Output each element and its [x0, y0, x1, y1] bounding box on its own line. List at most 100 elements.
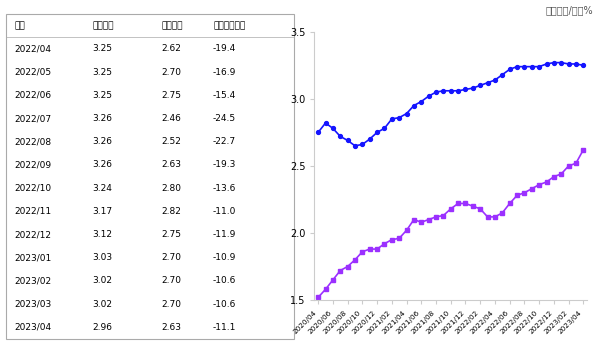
- 国内价格: [484, 80, 491, 85]
- 国内价格: [573, 62, 580, 66]
- Text: 2022/10: 2022/10: [14, 184, 52, 193]
- 国际价格: [558, 172, 565, 176]
- Text: 2022/07: 2022/07: [14, 114, 52, 123]
- 国内价格: [425, 94, 432, 98]
- Text: 3.02: 3.02: [92, 276, 112, 286]
- Text: 3.24: 3.24: [92, 184, 112, 193]
- Text: 3.25: 3.25: [92, 44, 112, 53]
- 国内价格: [359, 142, 366, 146]
- Text: 月份: 月份: [14, 21, 25, 30]
- Text: 2.75: 2.75: [161, 230, 181, 239]
- 国际价格: [565, 164, 572, 168]
- Text: 2.75: 2.75: [161, 91, 181, 100]
- Text: 3.12: 3.12: [92, 230, 112, 239]
- 国际价格: [425, 217, 432, 222]
- Text: 3.25: 3.25: [92, 68, 112, 77]
- 国内价格: [366, 137, 373, 141]
- 国内价格: [477, 83, 484, 88]
- Text: -11.0: -11.0: [213, 207, 237, 216]
- Text: 3.03: 3.03: [92, 253, 113, 262]
- Text: 2022/08: 2022/08: [14, 137, 52, 146]
- 国内价格: [410, 103, 418, 108]
- Text: 2.96: 2.96: [92, 323, 112, 332]
- 国际价格: [447, 207, 455, 211]
- Text: 2.52: 2.52: [161, 137, 181, 146]
- Text: 2023/04: 2023/04: [14, 323, 52, 332]
- Text: 3.26: 3.26: [92, 161, 112, 169]
- Text: -10.6: -10.6: [213, 300, 237, 309]
- 国际价格: [352, 258, 359, 262]
- 国际价格: [337, 268, 344, 273]
- 国内价格: [499, 73, 506, 77]
- 国内价格: [440, 89, 447, 93]
- 国际价格: [484, 215, 491, 219]
- 国际价格: [462, 201, 469, 205]
- 国际价格: [388, 238, 395, 242]
- 国内价格: [352, 144, 359, 148]
- 国内价格: [395, 115, 403, 120]
- 国际价格: [410, 217, 418, 222]
- Text: -19.4: -19.4: [213, 44, 236, 53]
- 国内价格: [447, 89, 455, 93]
- Text: 2.70: 2.70: [161, 253, 181, 262]
- 国际价格: [440, 214, 447, 218]
- Line: 国际价格: 国际价格: [316, 148, 585, 299]
- 国内价格: [536, 65, 543, 69]
- Line: 国内价格: 国内价格: [316, 61, 585, 148]
- Text: 2022/09: 2022/09: [14, 161, 52, 169]
- Text: 2022/06: 2022/06: [14, 91, 52, 100]
- Text: -24.5: -24.5: [213, 114, 236, 123]
- Text: -11.9: -11.9: [213, 230, 237, 239]
- 国际价格: [314, 295, 322, 299]
- Text: 2.70: 2.70: [161, 300, 181, 309]
- 国内价格: [513, 65, 521, 69]
- Text: 2022/04: 2022/04: [14, 44, 52, 53]
- Text: 2023/01: 2023/01: [14, 253, 52, 262]
- Text: 3.25: 3.25: [92, 91, 112, 100]
- Text: 2022/05: 2022/05: [14, 68, 52, 77]
- 国际价格: [521, 191, 528, 195]
- Text: 2.70: 2.70: [161, 276, 181, 286]
- Text: 2.80: 2.80: [161, 184, 181, 193]
- 国际价格: [344, 264, 351, 269]
- 国际价格: [536, 183, 543, 187]
- 国内价格: [565, 62, 572, 66]
- Text: -13.6: -13.6: [213, 184, 237, 193]
- 国内价格: [491, 78, 498, 82]
- 国内价格: [388, 117, 395, 121]
- 国际价格: [580, 148, 587, 152]
- Text: -19.3: -19.3: [213, 161, 237, 169]
- 国内价格: [329, 126, 337, 131]
- 国内价格: [432, 90, 440, 94]
- Text: 2.63: 2.63: [161, 161, 181, 169]
- Text: 单位：元/斤，%: 单位：元/斤，%: [545, 5, 593, 15]
- 国内价格: [314, 130, 322, 134]
- Text: -10.6: -10.6: [213, 276, 237, 286]
- 国际价格: [403, 228, 410, 232]
- Text: 2.82: 2.82: [161, 207, 181, 216]
- Text: -11.1: -11.1: [213, 323, 237, 332]
- 国内价格: [381, 126, 388, 131]
- Text: 2.46: 2.46: [161, 114, 181, 123]
- 国内价格: [506, 67, 513, 71]
- Text: -10.9: -10.9: [213, 253, 237, 262]
- 国内价格: [550, 60, 558, 65]
- Text: 2.62: 2.62: [161, 44, 181, 53]
- 国内价格: [403, 112, 410, 116]
- 国际价格: [528, 187, 536, 191]
- Text: 2023/02: 2023/02: [14, 276, 52, 286]
- Text: 3.26: 3.26: [92, 114, 112, 123]
- 国际价格: [374, 247, 381, 251]
- Text: 3.02: 3.02: [92, 300, 112, 309]
- 国内价格: [469, 86, 476, 90]
- 国际价格: [506, 201, 513, 205]
- 国内价格: [528, 65, 536, 69]
- 国际价格: [573, 161, 580, 165]
- Text: 2022/11: 2022/11: [14, 207, 52, 216]
- 国际价格: [395, 236, 403, 240]
- 国际价格: [329, 278, 337, 282]
- 国际价格: [432, 215, 440, 219]
- Text: 3.26: 3.26: [92, 137, 112, 146]
- Text: 国内价格: 国内价格: [92, 21, 114, 30]
- 国内价格: [374, 130, 381, 134]
